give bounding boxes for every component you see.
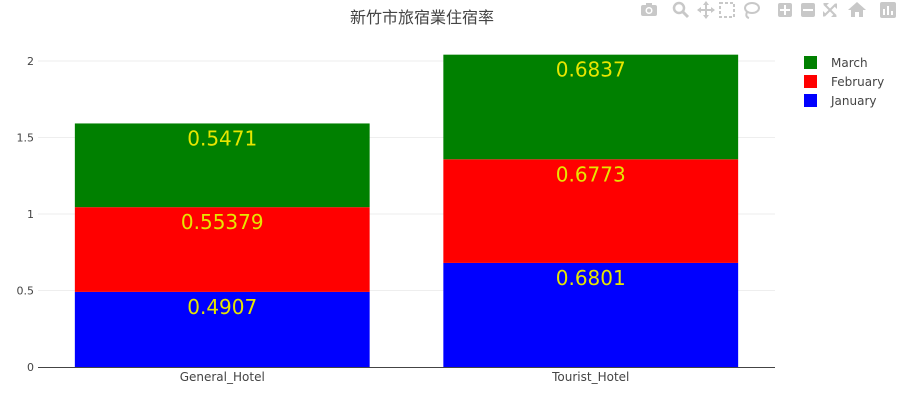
y-tick-label: 0.5: [17, 284, 35, 297]
x-tick-label: General_Hotel: [180, 370, 265, 384]
reset-axes-icon[interactable]: [848, 2, 866, 17]
data-label: 0.6801: [556, 266, 626, 290]
autoscale-icon[interactable]: [823, 3, 837, 17]
lasso-icon[interactable]: [744, 2, 760, 19]
plotly-logo-icon[interactable]: [880, 2, 896, 18]
bar-february-tourist_hotel[interactable]: [443, 159, 739, 263]
legend-label: March: [831, 56, 868, 70]
camera-icon[interactable]: [641, 3, 657, 16]
bar-january-tourist_hotel[interactable]: [443, 262, 739, 367]
bar-march-general_hotel[interactable]: [74, 123, 370, 208]
data-label: 0.6773: [556, 162, 626, 186]
zoom-icon[interactable]: [672, 1, 690, 19]
legend-item-february[interactable]: February: [804, 75, 884, 89]
bar-february-general_hotel[interactable]: [74, 207, 370, 292]
data-label: 0.5471: [187, 126, 257, 150]
y-tick-label: 2: [27, 55, 34, 68]
data-label: 0.4907: [187, 295, 257, 319]
modebar: [641, 1, 896, 19]
data-labels: 0.4907 0.55379 0.5471 0.6801 0.6773 0.6837: [181, 58, 626, 319]
y-axis: 0 0.5 1 1.5 2: [17, 55, 35, 374]
x-axis: General_Hotel Tourist_Hotel: [180, 370, 630, 384]
bar-march-tourist_hotel[interactable]: [443, 54, 739, 160]
zoom-in-icon[interactable]: [778, 3, 792, 17]
bar-january-general_hotel[interactable]: [74, 291, 370, 367]
bars: [74, 54, 739, 367]
y-tick-label: 1.5: [17, 131, 35, 144]
chart-title: 新竹市旅宿業住宿率: [350, 8, 494, 27]
data-label: 0.55379: [181, 210, 264, 234]
x-tick-label: Tourist_Hotel: [551, 370, 629, 384]
legend: March February January: [804, 56, 884, 108]
zoom-out-icon[interactable]: [801, 3, 815, 17]
y-tick-label: 1: [27, 208, 34, 221]
legend-item-january[interactable]: January: [804, 94, 877, 108]
data-label: 0.6837: [556, 58, 626, 82]
legend-item-march[interactable]: March: [804, 56, 868, 70]
legend-label: January: [830, 94, 877, 108]
legend-swatch: [804, 94, 817, 107]
y-tick-label: 0: [27, 361, 34, 374]
legend-label: February: [831, 75, 884, 89]
legend-swatch: [804, 56, 817, 69]
legend-swatch: [804, 75, 817, 88]
box-select-icon[interactable]: [719, 2, 735, 18]
pan-icon[interactable]: [697, 1, 715, 19]
